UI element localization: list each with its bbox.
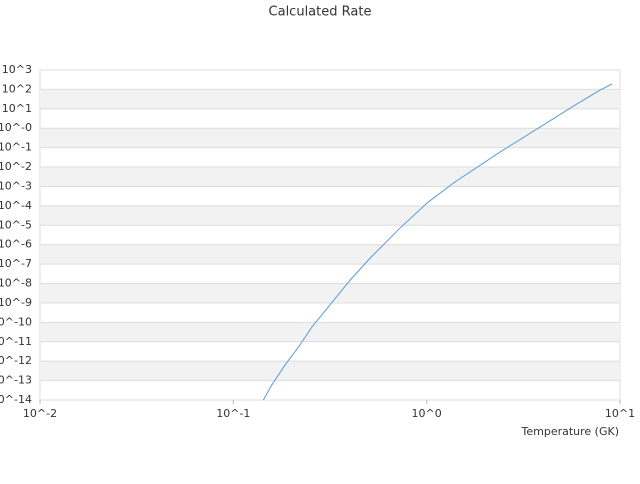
- y-tick-label: 10^-3: [0, 179, 32, 192]
- grid-band: [40, 205, 620, 226]
- y-tick-label: 10^-4: [0, 199, 32, 212]
- x-axis-label: Temperature (GK): [521, 425, 620, 438]
- y-tick-label: 10^-2: [0, 160, 32, 173]
- y-tick-label: 10^-13: [0, 374, 32, 387]
- plot-area: [39, 69, 621, 401]
- grid-band: [40, 361, 620, 381]
- y-tick-label: 10^-5: [0, 218, 32, 231]
- grid-band: [40, 283, 620, 303]
- y-tick-label: 10^-14: [0, 393, 32, 406]
- y-tick-label: 10^-0: [0, 121, 32, 134]
- chart-title: Calculated Rate: [269, 5, 372, 20]
- grid-band: [40, 128, 620, 148]
- x-tick-label: 10^-1: [216, 407, 250, 420]
- grid-band: [40, 322, 620, 342]
- y-tick-label: 10^-1: [0, 141, 32, 154]
- x-tick-label: 10^-2: [23, 407, 57, 420]
- x-tick-label: 10^1: [605, 407, 635, 420]
- y-tick-label: 10^-7: [0, 257, 32, 270]
- y-tick-label: 10^-10: [0, 315, 32, 328]
- y-tick-label: 10^-6: [0, 238, 32, 251]
- y-tick-label: 10^-11: [0, 335, 32, 348]
- x-tick-label: 10^0: [412, 407, 442, 420]
- y-tick-label: 10^2: [2, 82, 32, 95]
- y-tick-label: 10^-8: [0, 277, 32, 290]
- y-tick-label: 10^3: [2, 63, 32, 76]
- grid-band: [40, 89, 620, 109]
- y-tick-label: 10^-9: [0, 296, 32, 309]
- grid-band: [40, 167, 620, 187]
- y-tick-label: 10^1: [2, 102, 32, 115]
- grid-band: [40, 244, 620, 265]
- data-line: [262, 83, 613, 401]
- y-tick-label: 10^-12: [0, 354, 32, 367]
